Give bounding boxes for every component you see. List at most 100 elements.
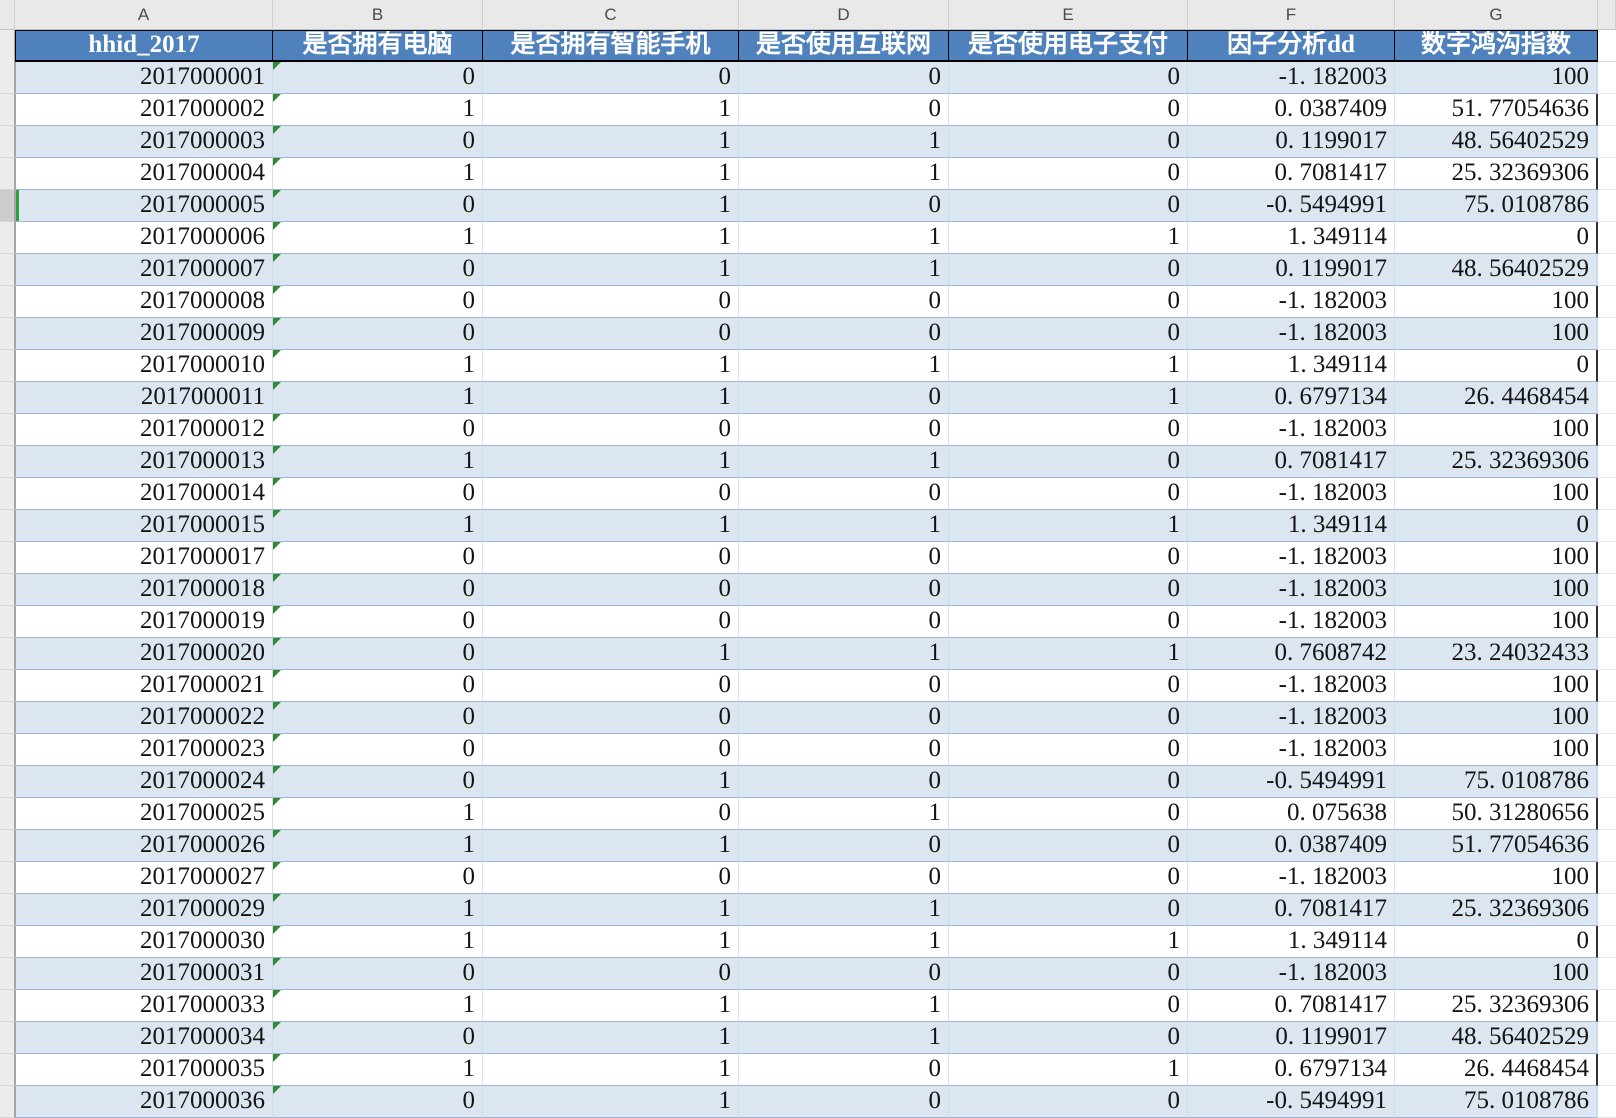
cell-divide-index[interactable]: 100 [1395, 414, 1598, 446]
cell-hhid[interactable]: 2017000012 [15, 414, 273, 446]
cell-internet[interactable]: 0 [739, 382, 949, 414]
row-header-stub[interactable] [0, 414, 15, 446]
column-letter-a[interactable]: A [15, 0, 273, 30]
row-header-stub[interactable] [0, 1054, 15, 1086]
cell-epayment[interactable]: 0 [949, 1086, 1188, 1118]
cell-computer[interactable]: 1 [273, 222, 483, 254]
cell-hhid[interactable]: 2017000030 [15, 926, 273, 958]
cell-computer[interactable]: 0 [273, 254, 483, 286]
cell-internet[interactable]: 1 [739, 126, 949, 158]
cell-divide-index[interactable]: 0 [1395, 222, 1598, 254]
cell-epayment[interactable]: 0 [949, 478, 1188, 510]
cell-epayment[interactable]: 1 [949, 510, 1188, 542]
cell-smartphone[interactable]: 1 [483, 510, 739, 542]
cell-smartphone[interactable]: 1 [483, 190, 739, 222]
cell-smartphone[interactable]: 0 [483, 414, 739, 446]
cell-divide-index[interactable]: 0 [1395, 926, 1598, 958]
cell-internet[interactable]: 1 [739, 222, 949, 254]
cell-epayment[interactable]: 0 [949, 862, 1188, 894]
column-letter-next-stub[interactable] [1598, 0, 1616, 30]
row-header-stub[interactable] [0, 510, 15, 542]
empty-cell[interactable] [1598, 574, 1616, 606]
cell-hhid[interactable]: 2017000009 [15, 318, 273, 350]
cell-divide-index[interactable]: 100 [1395, 958, 1598, 990]
header-cell-hhid[interactable]: hhid_2017 [15, 30, 273, 62]
cell-epayment[interactable]: 0 [949, 94, 1188, 126]
cell-computer[interactable]: 0 [273, 606, 483, 638]
cell-factor[interactable]: -1. 182003 [1188, 318, 1395, 350]
cell-epayment[interactable]: 1 [949, 1054, 1188, 1086]
cell-factor[interactable]: 0. 0387409 [1188, 830, 1395, 862]
row-header-stub[interactable] [0, 94, 15, 126]
cell-smartphone[interactable]: 0 [483, 318, 739, 350]
cell-divide-index[interactable]: 25. 32369306 [1395, 158, 1598, 190]
row-header-stub[interactable] [0, 350, 15, 382]
cell-computer[interactable]: 1 [273, 990, 483, 1022]
cell-factor[interactable]: 0. 6797134 [1188, 382, 1395, 414]
empty-cell[interactable] [1598, 862, 1616, 894]
cell-factor[interactable]: -0. 5494991 [1188, 766, 1395, 798]
cell-divide-index[interactable]: 26. 4468454 [1395, 1054, 1598, 1086]
cell-internet[interactable]: 0 [739, 702, 949, 734]
cell-computer[interactable]: 1 [273, 382, 483, 414]
cell-computer[interactable]: 0 [273, 542, 483, 574]
cell-computer[interactable]: 0 [273, 190, 483, 222]
cell-internet[interactable]: 0 [739, 478, 949, 510]
cell-internet[interactable]: 0 [739, 1054, 949, 1086]
cell-epayment[interactable]: 1 [949, 638, 1188, 670]
cell-hhid[interactable]: 2017000020 [15, 638, 273, 670]
cell-divide-index[interactable]: 100 [1395, 62, 1598, 94]
column-letter-e[interactable]: E [949, 0, 1188, 30]
cell-computer[interactable]: 1 [273, 158, 483, 190]
cell-internet[interactable]: 0 [739, 606, 949, 638]
cell-factor[interactable]: -1. 182003 [1188, 606, 1395, 638]
cell-divide-index[interactable]: 75. 0108786 [1395, 766, 1598, 798]
cell-epayment[interactable]: 0 [949, 542, 1188, 574]
empty-cell[interactable] [1598, 670, 1616, 702]
cell-computer[interactable]: 0 [273, 766, 483, 798]
cell-hhid[interactable]: 2017000011 [15, 382, 273, 414]
empty-cell[interactable] [1598, 1086, 1616, 1118]
empty-cell[interactable] [1598, 222, 1616, 254]
cell-hhid[interactable]: 2017000035 [15, 1054, 273, 1086]
cell-hhid[interactable]: 2017000034 [15, 1022, 273, 1054]
cell-smartphone[interactable]: 1 [483, 638, 739, 670]
row-header-stub[interactable] [0, 254, 15, 286]
cell-computer[interactable]: 1 [273, 830, 483, 862]
cell-computer[interactable]: 0 [273, 702, 483, 734]
cell-divide-index[interactable]: 51. 77054636 [1395, 94, 1598, 126]
cell-internet[interactable]: 0 [739, 414, 949, 446]
row-header-stub[interactable] [0, 446, 15, 478]
row-header-stub[interactable] [0, 1086, 15, 1118]
cell-smartphone[interactable]: 0 [483, 670, 739, 702]
empty-cell[interactable] [1598, 94, 1616, 126]
cell-epayment[interactable]: 0 [949, 254, 1188, 286]
header-cell-epayment[interactable]: 是否使用电子支付 [949, 30, 1188, 62]
cell-divide-index[interactable]: 23. 24032433 [1395, 638, 1598, 670]
cell-epayment[interactable]: 0 [949, 190, 1188, 222]
cell-factor[interactable]: 0. 1199017 [1188, 1022, 1395, 1054]
header-cell-computer[interactable]: 是否拥有电脑 [273, 30, 483, 62]
empty-cell[interactable] [1598, 926, 1616, 958]
cell-internet[interactable]: 0 [739, 862, 949, 894]
cell-divide-index[interactable]: 100 [1395, 670, 1598, 702]
cell-divide-index[interactable]: 100 [1395, 862, 1598, 894]
cell-divide-index[interactable]: 0 [1395, 510, 1598, 542]
cell-divide-index[interactable]: 100 [1395, 286, 1598, 318]
cell-divide-index[interactable]: 48. 56402529 [1395, 126, 1598, 158]
cell-computer[interactable]: 1 [273, 894, 483, 926]
cell-divide-index[interactable]: 25. 32369306 [1395, 894, 1598, 926]
cell-hhid[interactable]: 2017000025 [15, 798, 273, 830]
cell-factor[interactable]: -0. 5494991 [1188, 190, 1395, 222]
row-header-stub[interactable] [0, 670, 15, 702]
empty-cell[interactable] [1598, 894, 1616, 926]
column-letter-g[interactable]: G [1395, 0, 1598, 30]
row-header-stub[interactable] [0, 990, 15, 1022]
row-header-stub[interactable] [0, 958, 15, 990]
cell-computer[interactable]: 0 [273, 318, 483, 350]
cell-hhid[interactable]: 2017000001 [15, 62, 273, 94]
cell-computer[interactable]: 1 [273, 446, 483, 478]
row-header-stub[interactable] [0, 830, 15, 862]
cell-factor[interactable]: 0. 7081417 [1188, 990, 1395, 1022]
cell-factor[interactable]: 0. 0387409 [1188, 94, 1395, 126]
